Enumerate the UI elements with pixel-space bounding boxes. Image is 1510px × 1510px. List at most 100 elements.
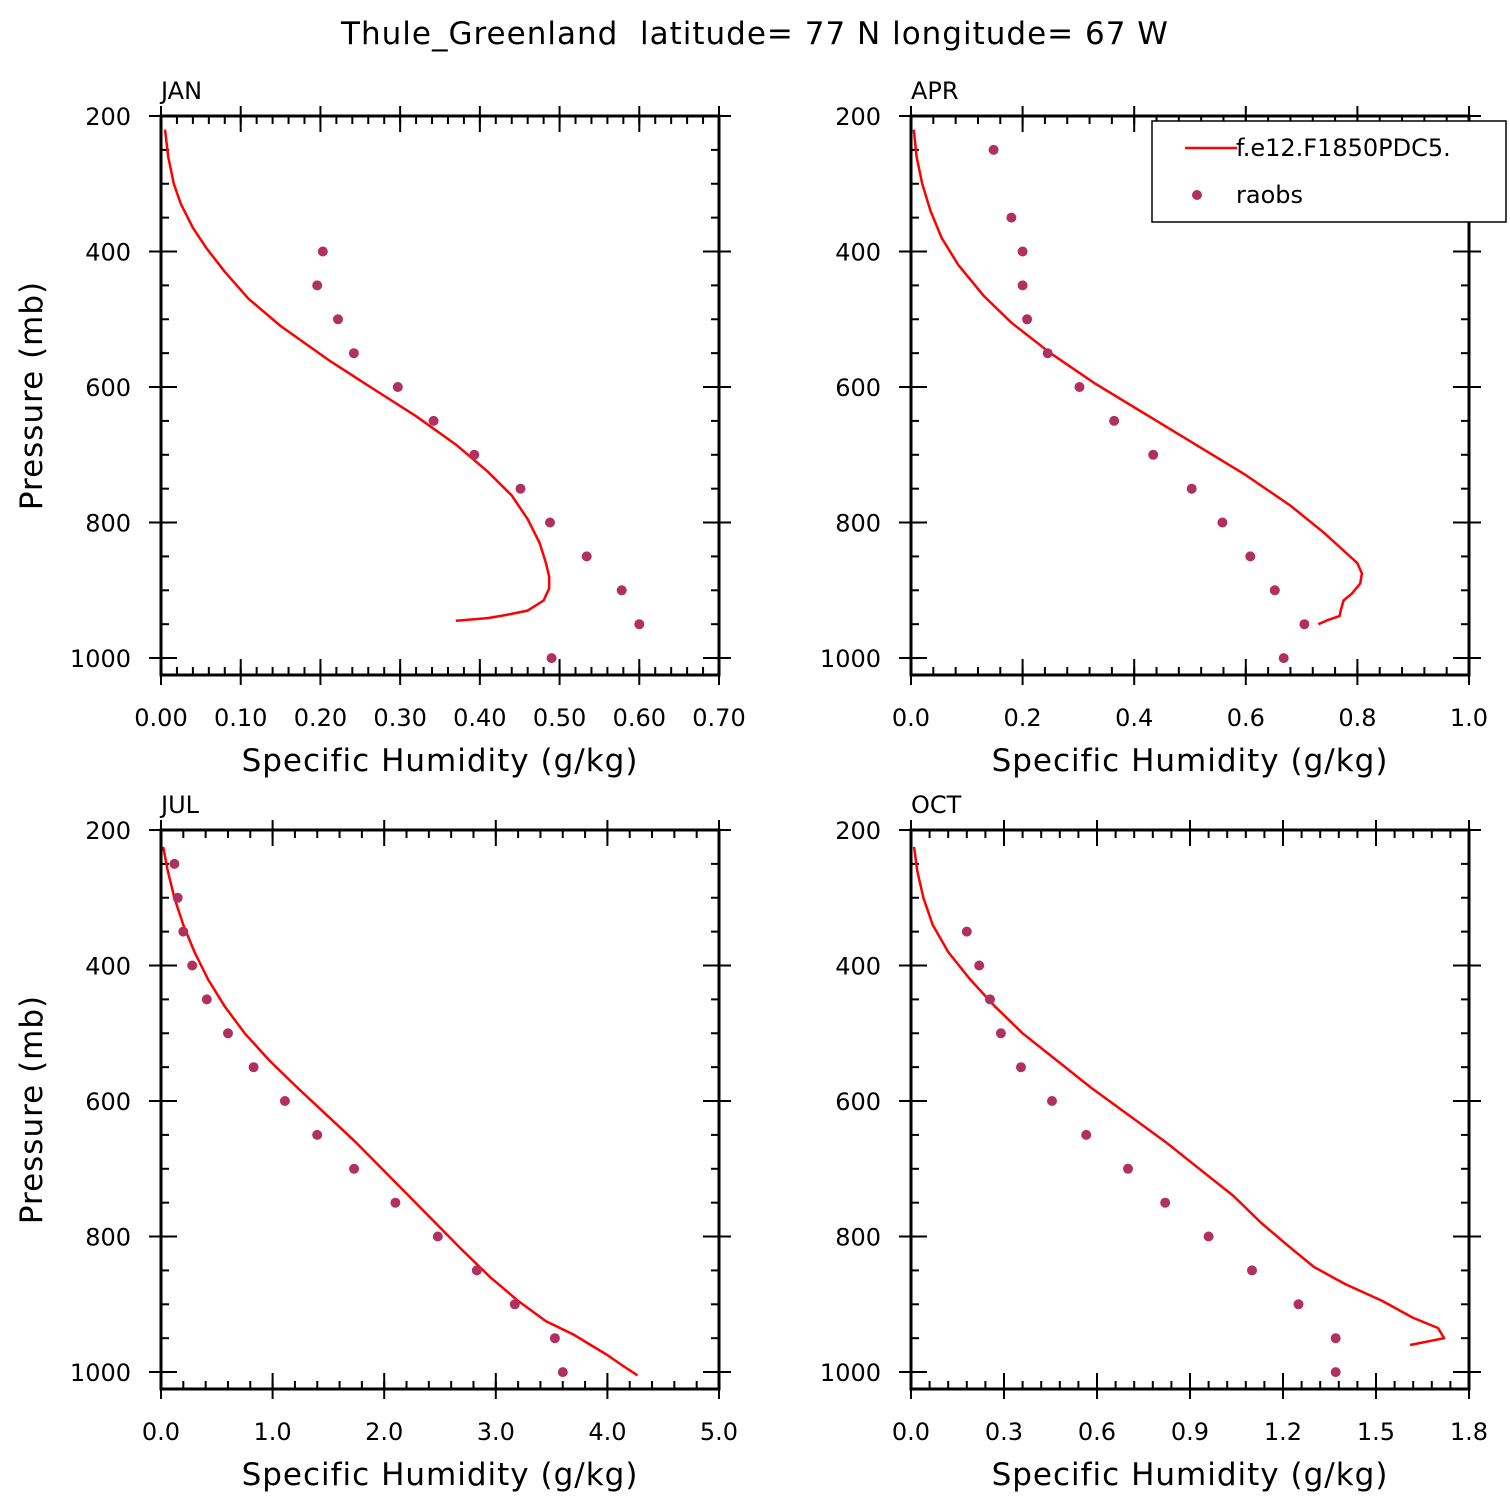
y-tick-label: 1000 bbox=[820, 645, 881, 673]
raobs-point bbox=[549, 1333, 560, 1344]
y-tick-label: 400 bbox=[85, 239, 131, 267]
y-tick-label: 1000 bbox=[70, 1359, 131, 1387]
raobs-point bbox=[392, 382, 403, 392]
x-tick-label: 5.0 bbox=[700, 1418, 738, 1446]
raobs-point bbox=[988, 144, 999, 155]
raobs-point bbox=[390, 1197, 401, 1208]
raobs-point bbox=[1278, 653, 1289, 664]
x-tick-label: 0.40 bbox=[453, 704, 506, 732]
x-tick-label: 0.4 bbox=[1115, 704, 1153, 732]
raobs-point bbox=[333, 314, 343, 325]
legend-label: f.e12.F1850PDC5. bbox=[1236, 134, 1451, 162]
x-tick-label: 1.8 bbox=[1450, 1418, 1488, 1446]
legend: f.e12.F1850PDC5. raobs bbox=[1151, 120, 1507, 223]
raobs-point bbox=[1042, 348, 1053, 359]
raobs-point bbox=[1074, 382, 1085, 392]
y-tick-label: 800 bbox=[85, 1224, 131, 1252]
x-tick-label: 0.8 bbox=[1338, 704, 1376, 732]
raobs-point bbox=[469, 449, 480, 460]
raobs-point bbox=[1109, 415, 1120, 426]
raobs-point bbox=[546, 653, 557, 664]
raobs-point bbox=[557, 1367, 568, 1378]
x-tick-label: 0.50 bbox=[533, 704, 586, 732]
raobs-point bbox=[1245, 551, 1256, 562]
model-profile-line bbox=[163, 129, 551, 623]
raobs-point bbox=[317, 246, 328, 257]
plot-frame bbox=[159, 828, 721, 1391]
panel-jul: JUL 0.0 1.0 2.0 3.0 4.0 5.0 200 400 600 800 1000 Spe… bbox=[14, 791, 738, 1493]
raobs-point bbox=[223, 1028, 233, 1039]
y-tick-label: 600 bbox=[835, 1088, 881, 1116]
raobs-point bbox=[974, 960, 985, 971]
y-tick-label: 1000 bbox=[70, 645, 131, 673]
y-tick-label: 200 bbox=[85, 103, 131, 131]
x-tick-label: 0.0 bbox=[892, 1418, 930, 1446]
legend-box bbox=[1151, 120, 1507, 223]
raobs-point bbox=[1330, 1333, 1341, 1344]
raobs-point bbox=[349, 1163, 360, 1174]
raobs-point bbox=[995, 1028, 1006, 1039]
panel-oct: OCT 0.0 0.3 0.6 0.9 1.2 1.5 1.8 200 400 600 800 1000… bbox=[820, 791, 1488, 1493]
panel-label-jan: JAN bbox=[159, 77, 202, 105]
x-tick-label: 0.00 bbox=[134, 704, 187, 732]
x-axis-title: Specific Humidity (g/kg) bbox=[992, 743, 1389, 779]
y-tick-label: 400 bbox=[85, 953, 131, 981]
raobs-point bbox=[187, 960, 198, 971]
raobs-point bbox=[1016, 1062, 1026, 1073]
x-tick-label: 0.30 bbox=[373, 704, 426, 732]
panel-label-oct: OCT bbox=[911, 791, 962, 819]
raobs-point bbox=[509, 1299, 520, 1310]
x-tick-label: 0.20 bbox=[294, 704, 347, 732]
x-tick-label: 0.3 bbox=[985, 1418, 1023, 1446]
x-tick-label: 0.60 bbox=[613, 704, 666, 732]
plot-frame bbox=[909, 828, 1471, 1391]
x-axis-title: Specific Humidity (g/kg) bbox=[992, 1457, 1389, 1493]
raobs-point bbox=[634, 619, 645, 630]
y-tick-label: 400 bbox=[835, 953, 881, 981]
y-tick-label: 800 bbox=[835, 510, 881, 538]
y-tick-label: 200 bbox=[835, 103, 881, 131]
raobs-point bbox=[1081, 1129, 1092, 1140]
plot-area-jan bbox=[163, 129, 645, 664]
panel-label-apr: APR bbox=[911, 77, 959, 105]
raobs-point bbox=[471, 1265, 482, 1276]
x-tick-label: 0.6 bbox=[1227, 704, 1265, 732]
x-tick-label: 0.6 bbox=[1078, 1418, 1116, 1446]
raobs-point bbox=[581, 551, 592, 562]
x-tick-label: 4.0 bbox=[588, 1418, 626, 1446]
y-tick-label: 800 bbox=[85, 510, 131, 538]
plot-frame bbox=[159, 114, 721, 677]
x-axis-title: Specific Humidity (g/kg) bbox=[242, 743, 639, 779]
panel-label-jul: JUL bbox=[159, 791, 200, 819]
y-tick-label: 400 bbox=[835, 239, 881, 267]
x-tick-label: 0.0 bbox=[892, 704, 930, 732]
raobs-point bbox=[1148, 449, 1159, 460]
y-axis-title: Pressure (mb) bbox=[14, 995, 50, 1224]
plot-area-jul bbox=[161, 846, 639, 1378]
y-tick-label: 600 bbox=[85, 1088, 131, 1116]
panel-apr: APR 0.0 0.2 0.4 0.6 0.8 1.0 200 400 600 800 1000 Spe… bbox=[820, 77, 1488, 779]
model-profile-line bbox=[161, 846, 639, 1377]
x-tick-label: 1.0 bbox=[254, 1418, 292, 1446]
raobs-point bbox=[279, 1096, 290, 1106]
raobs-point bbox=[1017, 246, 1028, 257]
model-profile-line bbox=[912, 129, 1364, 626]
raobs-point bbox=[348, 348, 359, 359]
y-tick-label: 600 bbox=[835, 374, 881, 402]
raobs-point bbox=[248, 1062, 259, 1073]
raobs-point bbox=[1293, 1299, 1304, 1310]
x-tick-label: 0.70 bbox=[692, 704, 745, 732]
raobs-point bbox=[169, 858, 180, 869]
raobs-point bbox=[1269, 585, 1280, 596]
raobs-point bbox=[1160, 1197, 1171, 1208]
raobs-point bbox=[1017, 280, 1028, 291]
raobs-point bbox=[1217, 517, 1228, 528]
panel-jan: JAN 0.00 0.10 0.20 0.30 0.40 0.50 0.60 0.70 200 40… bbox=[14, 77, 746, 779]
plot-area-oct bbox=[912, 846, 1446, 1378]
plot-area-apr bbox=[912, 129, 1364, 664]
raobs-point bbox=[545, 517, 555, 528]
raobs-point bbox=[616, 585, 627, 596]
raobs-point bbox=[428, 415, 439, 426]
raobs-point bbox=[1186, 483, 1197, 494]
figure-title: Thule_Greenland latitude= 77 N longitude… bbox=[340, 16, 1169, 52]
